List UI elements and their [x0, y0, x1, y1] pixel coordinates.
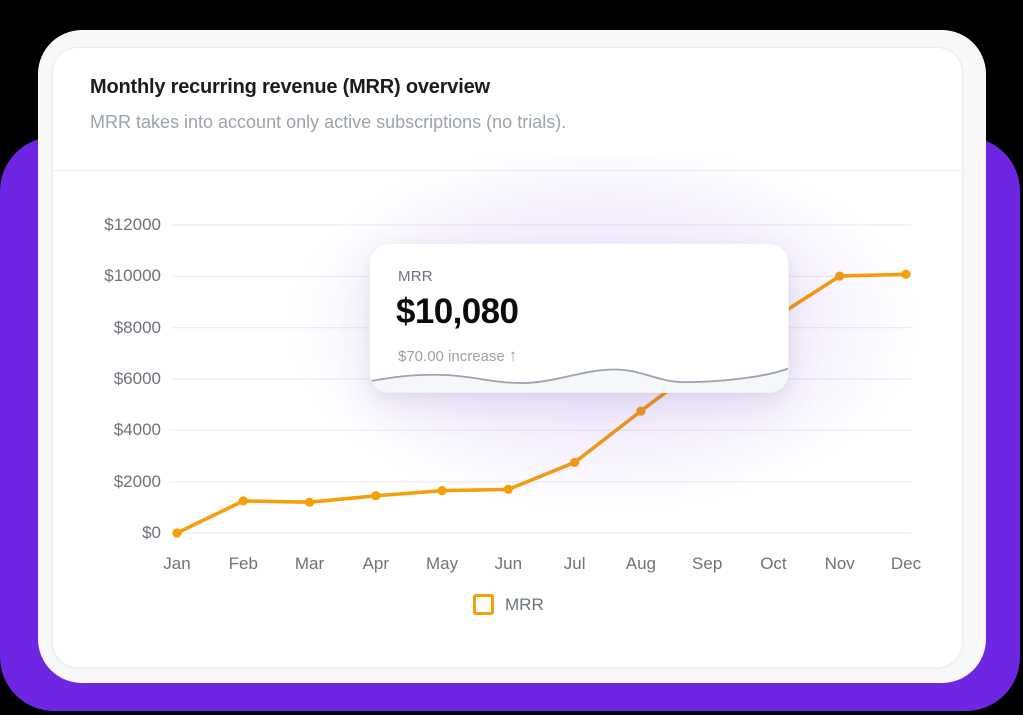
data-point-dot[interactable] — [172, 528, 182, 538]
y-axis-tick-label: $8000 — [113, 317, 161, 337]
x-axis-tick-label: May — [426, 554, 459, 573]
x-axis-tick-label: Nov — [824, 554, 855, 573]
mrr-overview-card: Monthly recurring revenue (MRR) overview… — [52, 47, 963, 668]
y-axis-tick-label: $4000 — [113, 420, 161, 440]
x-axis-tick-label: Feb — [228, 554, 258, 573]
x-axis-tick-label: Dec — [890, 554, 922, 573]
header-divider — [53, 170, 962, 171]
legend-label-mrr: MRR — [505, 595, 544, 614]
tooltip-sparkline — [370, 367, 788, 392]
data-point-dot[interactable] — [570, 457, 580, 468]
tooltip-value: $10,080 — [396, 292, 519, 331]
y-axis-tick-label: $12000 — [104, 215, 161, 234]
data-point-dot[interactable] — [304, 497, 315, 507]
y-axis-tick-label: $10000 — [104, 266, 161, 286]
x-axis-tick-label: Mar — [294, 554, 325, 573]
x-axis-tick-label: Sep — [692, 554, 723, 573]
tooltip-delta: $70.00 increase ↑ — [398, 346, 517, 366]
x-axis-tick-label: Apr — [362, 554, 390, 573]
y-axis-tick-label: $0 — [142, 523, 161, 542]
x-axis-tick-label: Jun — [494, 554, 523, 573]
y-axis-tick-label: $6000 — [113, 369, 161, 388]
y-axis-tick-label: $2000 — [113, 471, 161, 491]
chart-tooltip: MRR $10,080 $70.00 increase ↑ — [369, 243, 789, 393]
tooltip-series-label: MRR — [398, 268, 433, 285]
data-point-dot[interactable] — [371, 491, 381, 501]
data-point-dot[interactable] — [901, 269, 911, 279]
x-axis-tick-label: Jul — [563, 554, 586, 573]
card-subtitle: MRR takes into account only active subsc… — [90, 112, 567, 132]
data-point-dot[interactable] — [238, 496, 248, 506]
data-point-dot[interactable] — [636, 406, 646, 416]
x-axis-tick-label: Oct — [760, 554, 787, 573]
data-point-dot[interactable] — [503, 484, 513, 494]
data-point-dot[interactable] — [835, 271, 845, 281]
x-axis-tick-label: Aug — [625, 554, 656, 573]
up-arrow-icon: ↑ — [508, 346, 518, 365]
chart-legend[interactable]: MRR — [473, 594, 544, 615]
legend-swatch-mrr — [473, 594, 494, 615]
card-title: Monthly recurring revenue (MRR) overview — [90, 76, 490, 98]
tooltip-delta-text: $70.00 increase — [398, 348, 505, 365]
card-header: Monthly recurring revenue (MRR) overview… — [90, 76, 925, 133]
mrr-line-chart[interactable]: $0 $2000 $4000 $6000 $8000 $10000 $12000 Jan Fe… — [53, 48, 962, 667]
x-axis-tick-label: Jan — [163, 554, 191, 573]
data-point-dot[interactable] — [437, 486, 447, 496]
